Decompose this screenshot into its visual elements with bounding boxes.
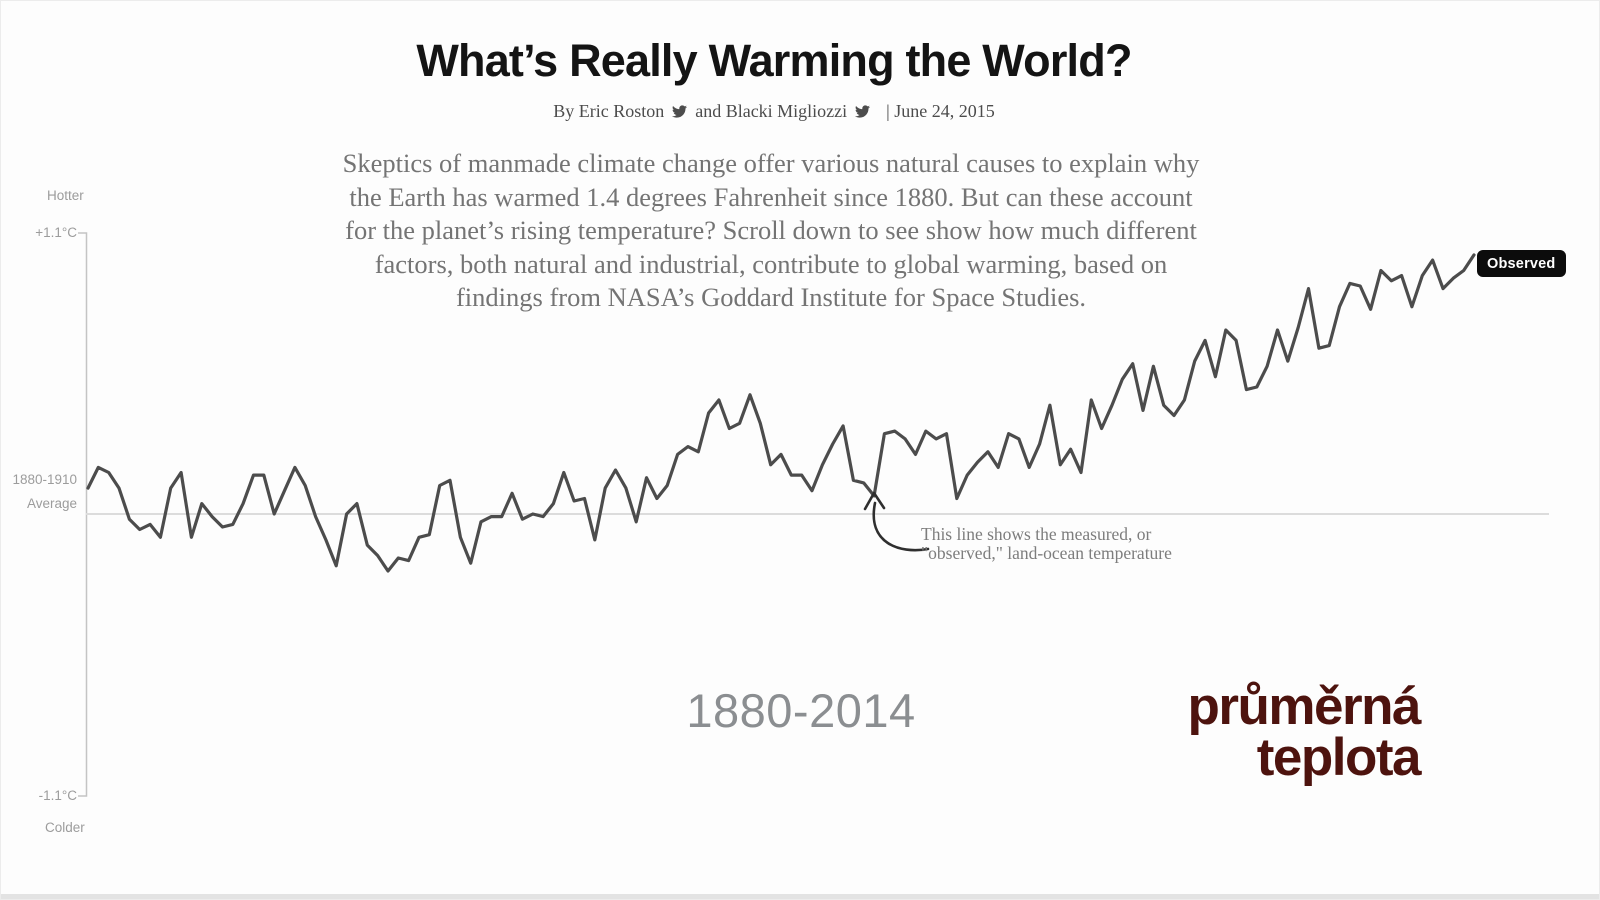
axis-label-colder: Colder [45,820,85,835]
axis-baseline-label-line2: Average [26,496,77,511]
intro-line: findings from NASA’s Goddard Institute f… [455,282,1087,312]
intro-line: Skeptics of manmade climate change offer… [342,148,1200,178]
annotation-text-line2: "observed," land-ocean temperature [921,543,1172,563]
byline: By Eric Roston and Blacki Migliozzi | June… [1,101,1547,122]
annotation-arrowhead [863,491,886,511]
byline-date: | June 24, 2015 [886,101,995,121]
intro-line: factors, both natural and industrial, co… [374,248,1168,279]
page-title: What’s Really Warming the World? [416,35,1132,86]
line-annotation: This line shows the measured, or "observ… [921,525,1172,563]
byline-author-1: By Eric Roston [553,101,665,121]
bottom-edge-strip [1,894,1599,899]
twitter-icon[interactable] [854,104,871,119]
twitter-icon[interactable] [671,104,688,119]
intro-line: for the planet’s rising temperature? Scr… [345,215,1197,245]
watermark-line2: teplota [1256,728,1422,787]
axis-tick-minus-1-1c: -1.1°C [38,788,77,803]
observed-legend-badge: Observed [1477,250,1566,277]
axis-tick-plus-1-1c: +1.1°C [35,225,77,240]
axis-label-hotter: Hotter [47,188,84,203]
intro-paragraph: Skeptics of manmade climate change offer… [1,147,1541,315]
byline-author-2: and Blacki Migliozzi [695,101,848,121]
watermark-line1: průměrná [1187,677,1422,736]
annotation-arrow [872,501,930,552]
annotation-text-line1: This line shows the measured, or [921,524,1152,544]
y-axis-line [78,232,88,797]
axis-baseline-label-line1: 1880-1910 [12,472,77,487]
watermark-text: průměrná teplota [1187,677,1422,787]
intro-line: the Earth has warmed 1.4 degrees Fahrenh… [349,181,1193,212]
year-range-label: 1880-2014 [686,684,916,737]
